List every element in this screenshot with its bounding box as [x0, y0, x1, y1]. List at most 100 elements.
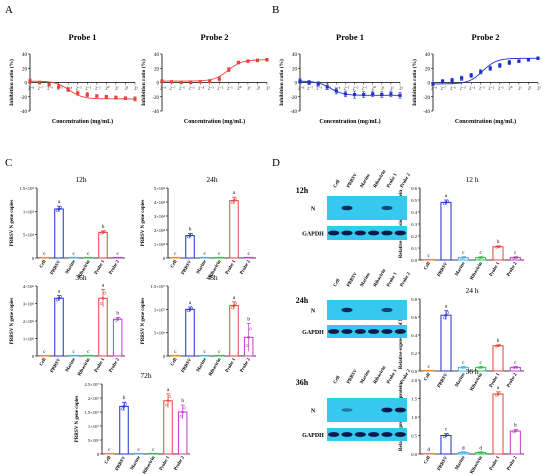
y-tick-label: 0: [428, 82, 431, 87]
replicate-point: [512, 430, 516, 434]
data-point: [307, 80, 311, 85]
y-tick-label: 0.0: [411, 369, 417, 374]
chart-title: Probe 2: [201, 32, 229, 42]
category-label: Cell: [170, 357, 179, 367]
replicate-point: [446, 311, 450, 314]
y-axis-label: Inhibition ratio (%): [8, 59, 15, 106]
blot-lane-label: Marine: [360, 173, 372, 189]
replicate-point: [122, 404, 126, 408]
replicate-point: [460, 366, 464, 370]
y-tick-label: 20: [292, 67, 298, 72]
x-tick-label: 2¹: [381, 86, 385, 91]
chart-title: 12h: [75, 175, 87, 184]
category-label: Probe 2: [109, 259, 122, 276]
dose-response-chart-2: Probe 140200-20-402⁻⁸2⁻⁷2⁻⁶2⁻⁵2⁻⁴2⁻³2⁻²2…: [278, 32, 403, 125]
category-label: Probe 1: [225, 259, 238, 276]
significance-letter: c: [218, 349, 221, 355]
data-point: [236, 60, 240, 65]
x-tick-label: 2⁻²: [85, 86, 91, 91]
x-tick-label: 2⁻¹: [362, 86, 368, 91]
replicate-point: [444, 200, 448, 204]
y-tick-label: 20: [22, 67, 28, 72]
y-tick-label: 0: [32, 354, 35, 359]
replicate-point: [232, 199, 236, 203]
category-label: Probe 1: [94, 357, 107, 374]
bar: [163, 400, 173, 455]
replicate-point: [55, 209, 59, 213]
blot-row-label: GAPDH: [302, 433, 324, 439]
bar: [39, 354, 50, 357]
replicate-point: [498, 244, 502, 248]
data-point: [246, 59, 250, 63]
blot-lane-label: Probe 1: [386, 172, 399, 189]
data-point: [85, 93, 89, 97]
bar: [243, 256, 254, 259]
replicate-point: [512, 256, 516, 260]
chart-title: Probe 1: [69, 32, 97, 42]
x-axis-label: Concentration (mg/mL): [184, 118, 245, 125]
x-tick-label: 2²: [390, 86, 394, 91]
y-tick-label: 0: [97, 452, 100, 457]
data-point: [398, 93, 402, 97]
replicate-point: [232, 304, 236, 308]
bar: [199, 256, 210, 259]
category-label: Marine: [65, 358, 77, 374]
significance-letter: c: [218, 251, 221, 257]
blot-lane-label: Cell: [333, 179, 342, 189]
x-tick-label: 2²: [528, 86, 532, 91]
replicate-point: [498, 391, 502, 395]
blot-row-label: GAPDH: [302, 330, 324, 336]
data-point: [498, 63, 502, 67]
blot-band: [341, 329, 353, 334]
replicate-point: [463, 450, 467, 454]
bar-chart-5: 24h 0 1×10⁴ 2×10⁴ 3×10⁴ 4×10⁴ 5×10⁴ PRRSV N gen…: [141, 175, 256, 279]
category-label: Marine: [130, 456, 142, 472]
x-tick-label: 2⁻⁵: [189, 86, 195, 91]
y-axis-label: PRRSV N gene copies: [10, 200, 15, 247]
significance-letter: a: [167, 387, 170, 393]
replicate-point: [480, 450, 484, 454]
blot-band: [341, 307, 353, 313]
replicate-point: [513, 365, 517, 369]
category-label: PRRSV: [437, 261, 450, 278]
significance-letter: c: [462, 250, 465, 256]
replicate-point: [477, 366, 481, 370]
replicate-point: [463, 365, 467, 369]
replicate-point: [234, 197, 238, 200]
blot-membrane: [327, 428, 407, 441]
x-tick-label: 2³: [399, 86, 403, 91]
data-point: [123, 96, 128, 100]
category-label: PRRSV: [115, 455, 128, 472]
bar: [199, 354, 210, 357]
panel-letter-c: C: [5, 157, 12, 169]
significance-letter: d: [427, 447, 430, 453]
significance-letter: d: [479, 445, 482, 451]
bar: [185, 235, 195, 259]
replicate-point: [496, 245, 500, 249]
data-point: [298, 79, 302, 83]
blot-band: [368, 329, 380, 334]
replicate-point: [480, 365, 484, 369]
category-label: Marine: [65, 260, 77, 276]
blot-time-label: 12h: [296, 186, 309, 195]
replicate-point: [494, 245, 498, 249]
category-label: Probe 2: [109, 357, 122, 374]
y-tick-label: -40: [290, 110, 297, 115]
blot-band: [341, 432, 353, 437]
replicate-point: [188, 307, 192, 311]
bar: [39, 256, 50, 259]
y-tick-label: 0.0: [411, 258, 417, 263]
y-tick-label: 1.5×10⁷: [84, 410, 99, 415]
bar: [214, 354, 225, 357]
category-label: PRRSV: [181, 259, 194, 276]
replicate-point: [57, 207, 61, 211]
replicate-point: [101, 230, 105, 234]
y-tick-label: 1.5: [411, 397, 417, 402]
data-point: [431, 82, 435, 86]
chart-title: 72h: [140, 371, 152, 380]
blot-band: [341, 408, 353, 412]
blot-band: [394, 329, 406, 334]
bar: [83, 354, 94, 357]
y-tick-label: 40: [154, 53, 160, 58]
